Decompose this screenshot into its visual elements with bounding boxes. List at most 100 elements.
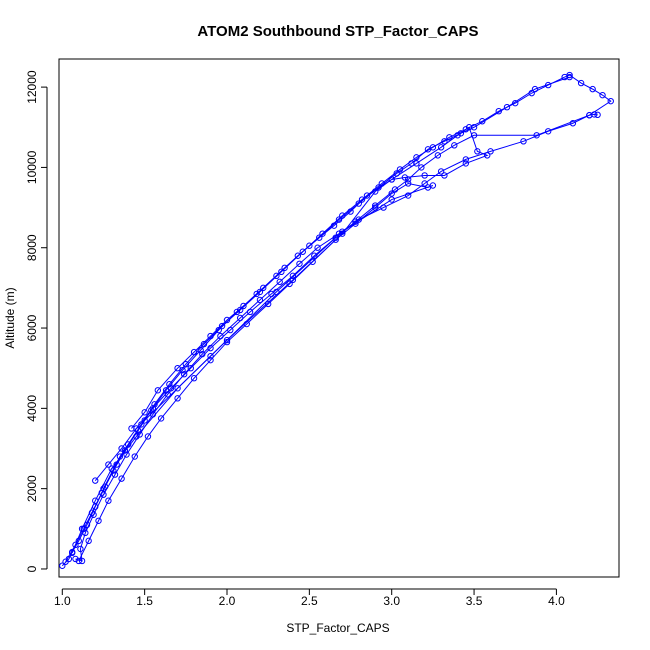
data-point — [227, 326, 234, 334]
data-point — [347, 208, 354, 215]
data-point — [233, 308, 241, 316]
data-point — [404, 176, 412, 183]
data-point — [105, 497, 112, 504]
data-point — [174, 385, 181, 392]
data-point — [299, 248, 306, 255]
data-point — [149, 405, 157, 412]
data-point — [100, 485, 107, 492]
data-point — [339, 230, 346, 237]
data-point — [108, 465, 115, 472]
series-line — [94, 113, 598, 481]
data-point — [121, 447, 129, 454]
data-point — [465, 124, 473, 131]
y-axis: 0 2000 4000 6000 8000 10000 12000 — [25, 70, 48, 572]
data-point — [144, 433, 152, 440]
data-point — [207, 332, 214, 340]
data-point — [372, 202, 379, 209]
data-point — [190, 375, 198, 382]
data-point — [457, 130, 465, 137]
data-point — [429, 182, 437, 189]
data-point — [59, 562, 66, 569]
data-point — [136, 431, 143, 438]
data-point — [111, 471, 119, 478]
data-point — [388, 190, 395, 197]
data-point — [391, 186, 399, 193]
data-point — [157, 415, 165, 422]
data-point — [388, 196, 395, 203]
data-point — [437, 168, 445, 175]
data-point — [479, 118, 486, 125]
data-point — [218, 322, 226, 330]
data-point — [116, 453, 124, 460]
data-point — [599, 91, 606, 99]
data-point — [607, 97, 614, 105]
y-tick-label: 0 — [25, 565, 39, 572]
data-point — [591, 111, 598, 118]
data-point — [264, 300, 272, 308]
y-tick-label: 2000 — [25, 475, 39, 502]
data-point — [594, 111, 601, 119]
data-point — [495, 108, 502, 115]
data-point — [484, 152, 491, 159]
data-point — [355, 200, 362, 207]
data-point — [462, 156, 470, 163]
data-point — [314, 244, 321, 251]
data-point — [319, 230, 326, 237]
data-point — [223, 316, 231, 324]
x-tick-label: 1.0 — [54, 594, 71, 608]
data-point — [424, 146, 432, 153]
data-point — [77, 545, 84, 553]
data-point — [421, 172, 428, 179]
data-point — [372, 188, 379, 195]
y-tick-label: 8000 — [25, 234, 39, 261]
y-tick-label: 10000 — [25, 150, 39, 184]
plot-frame — [58, 58, 620, 578]
data-point — [85, 537, 92, 545]
x-tick-label: 3.5 — [466, 594, 483, 608]
data-point — [311, 252, 318, 259]
series-line — [78, 182, 434, 562]
data-point — [470, 132, 478, 139]
data-point — [316, 234, 323, 241]
x-tick-label: 3.0 — [383, 594, 400, 608]
data-point — [289, 276, 297, 284]
data-point — [589, 85, 596, 93]
data-point — [123, 451, 130, 458]
data-point — [434, 152, 442, 159]
data-point — [339, 228, 346, 235]
data-point — [78, 557, 86, 565]
data-point — [148, 407, 155, 414]
series-line — [61, 74, 612, 567]
data-point — [246, 308, 254, 316]
data-point — [95, 517, 102, 524]
data-point — [294, 252, 302, 259]
data-point — [68, 549, 76, 557]
data-point — [358, 196, 366, 203]
data-point — [404, 192, 412, 199]
data-point — [281, 264, 288, 272]
data-point — [82, 529, 89, 537]
data-point — [92, 497, 99, 504]
y-tick-label: 4000 — [25, 395, 39, 422]
data-point — [92, 477, 99, 484]
x-tick-label: 4.0 — [548, 594, 565, 608]
data-point — [256, 288, 264, 296]
data-point — [566, 73, 573, 81]
data-point — [296, 260, 303, 267]
data-point — [388, 176, 395, 183]
y-tick-label: 12000 — [25, 70, 39, 104]
data-point — [118, 475, 125, 482]
x-axis-label: STP_Factor_CAPS — [286, 621, 389, 635]
data-point — [187, 364, 194, 372]
data-point — [544, 128, 552, 135]
data-point — [474, 148, 481, 155]
data-point — [105, 461, 112, 468]
y-tick-label: 6000 — [25, 314, 39, 341]
data-point — [167, 385, 175, 392]
data-point — [236, 306, 244, 314]
data-point — [332, 234, 339, 241]
data-point — [404, 180, 412, 187]
data-point — [309, 258, 316, 265]
data-point — [352, 218, 359, 225]
